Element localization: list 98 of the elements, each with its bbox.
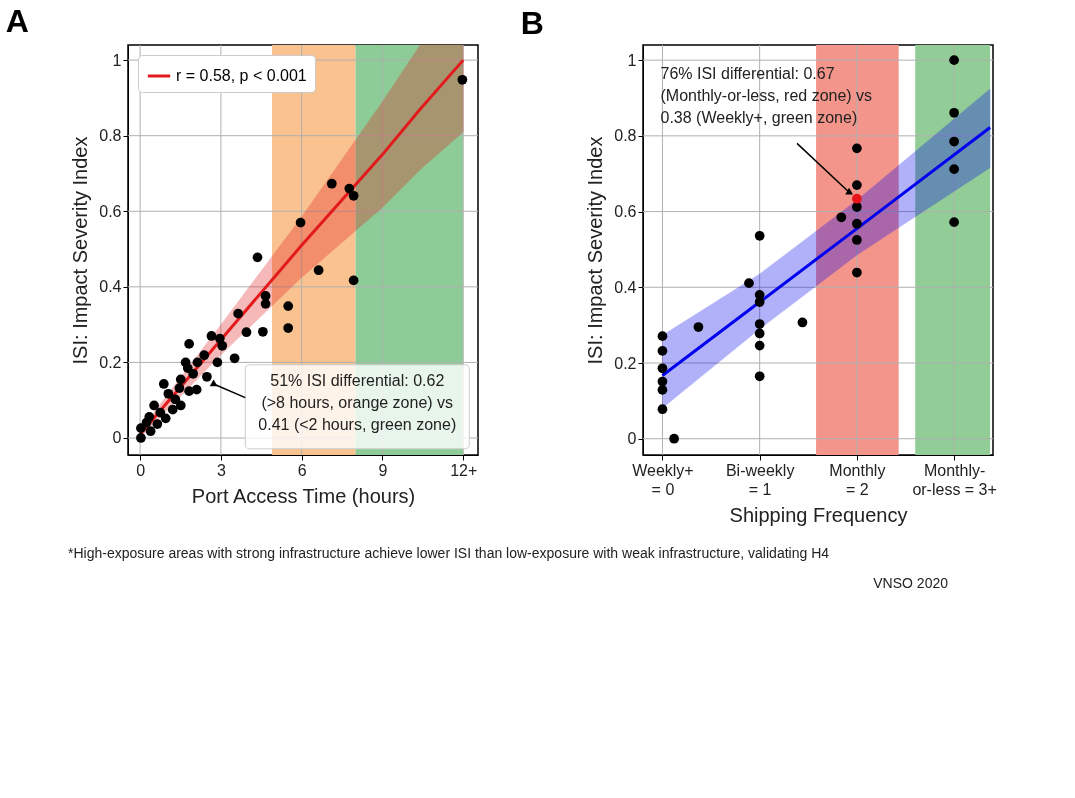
y-axis-title: ISI: Impact Severity Index [584, 136, 607, 365]
point [754, 319, 765, 329]
point [158, 379, 169, 389]
x-axis-title: Shipping Frequency [729, 503, 908, 526]
annotation: 76% ISI differential: 0.67 (Monthly-or-less, red zone) vs 0.38 (Weekly+, green zone) [660, 64, 873, 126]
point [170, 394, 181, 405]
point [192, 357, 203, 368]
point [155, 407, 166, 418]
point [852, 218, 862, 229]
point [348, 275, 359, 286]
point [949, 136, 959, 147]
point [744, 278, 754, 288]
point [797, 317, 808, 328]
y-tick-label: 0.4 [99, 278, 122, 296]
point [136, 423, 146, 434]
point [184, 339, 194, 349]
y-tick-label: 0 [112, 429, 122, 447]
y-tick-label: 1 [112, 51, 122, 69]
point [326, 178, 337, 189]
point [145, 426, 156, 437]
point [258, 326, 268, 337]
point [669, 433, 679, 444]
point [174, 383, 185, 393]
point [175, 374, 186, 385]
point [754, 340, 765, 351]
annotation: 51% ISI differential: 0.62 (>8 hours, orange zone) vs 0.41 (<2 hours, green zone) [258, 372, 457, 433]
x-tick-label: 6 [297, 461, 307, 479]
point [348, 190, 359, 201]
point [693, 322, 704, 332]
point [152, 419, 163, 429]
point [949, 107, 959, 118]
point [657, 346, 668, 356]
y-axis-title: ISI: Impact Severity Index [69, 136, 92, 365]
chart-title: A [5, 3, 29, 39]
y-tick-label: 0.8 [99, 127, 122, 145]
y-tick-label: 0.8 [614, 127, 637, 145]
y-tick-label: 1 [627, 51, 637, 69]
point [283, 323, 294, 333]
y-tick-label: 0.6 [99, 202, 122, 220]
y-tick-label: 0.2 [99, 353, 122, 371]
point [188, 368, 199, 379]
legend-label: r = 0.58, p < 0.001 [176, 67, 307, 84]
chart-title: B [520, 4, 544, 41]
point [949, 164, 959, 175]
point [229, 353, 240, 364]
point [852, 180, 862, 190]
point [295, 217, 306, 228]
point [141, 417, 152, 428]
point [657, 331, 668, 341]
text: *High-exposure areas with strong infrastructure achieve lower ISI than low-exposure with weak infrastructure, validating H4 [68, 545, 830, 561]
x-tick-label: Bi-weekly = 1 [725, 461, 795, 498]
point [657, 404, 668, 415]
x-tick-label: 0 [136, 461, 146, 479]
point [836, 212, 847, 223]
point [657, 363, 668, 374]
point [202, 371, 212, 382]
point [160, 413, 171, 424]
point [252, 252, 263, 263]
x-tick-label: Monthly- or-less = 3+ [912, 461, 997, 498]
point [233, 308, 243, 319]
point [852, 235, 862, 245]
point [149, 400, 159, 411]
point [212, 357, 223, 368]
point [163, 388, 174, 399]
x-tick-label: 12+ [450, 461, 478, 479]
point [457, 74, 468, 85]
point [852, 267, 862, 278]
point [217, 340, 228, 351]
point [136, 433, 146, 443]
y-tick-label: 0 [627, 430, 637, 448]
point [949, 55, 959, 66]
point [182, 363, 193, 373]
x-axis-title: Port Access Time (hours) [191, 484, 416, 507]
point [754, 230, 765, 241]
point [852, 202, 862, 212]
x-tick-label: Monthly = 2 [829, 461, 886, 498]
point [167, 404, 178, 415]
point [949, 217, 959, 228]
point [754, 371, 765, 382]
point [852, 143, 862, 154]
point [313, 265, 324, 276]
point [184, 386, 194, 396]
x-tick-label: 3 [216, 461, 226, 479]
text: VNSO 2020 [873, 575, 949, 591]
y-tick-label: 0.4 [614, 278, 637, 296]
y-tick-label: 0.6 [614, 203, 637, 221]
y-tick-label: 0.2 [614, 354, 637, 372]
point [657, 385, 668, 395]
point [199, 350, 210, 361]
point [283, 301, 294, 311]
point [852, 193, 862, 204]
point [754, 328, 765, 339]
x-tick-label: Weekly+ = 0 [632, 461, 694, 498]
x-tick-label: 9 [378, 461, 388, 479]
point [754, 297, 765, 307]
point [241, 327, 252, 338]
point [344, 183, 355, 194]
point [206, 331, 217, 341]
